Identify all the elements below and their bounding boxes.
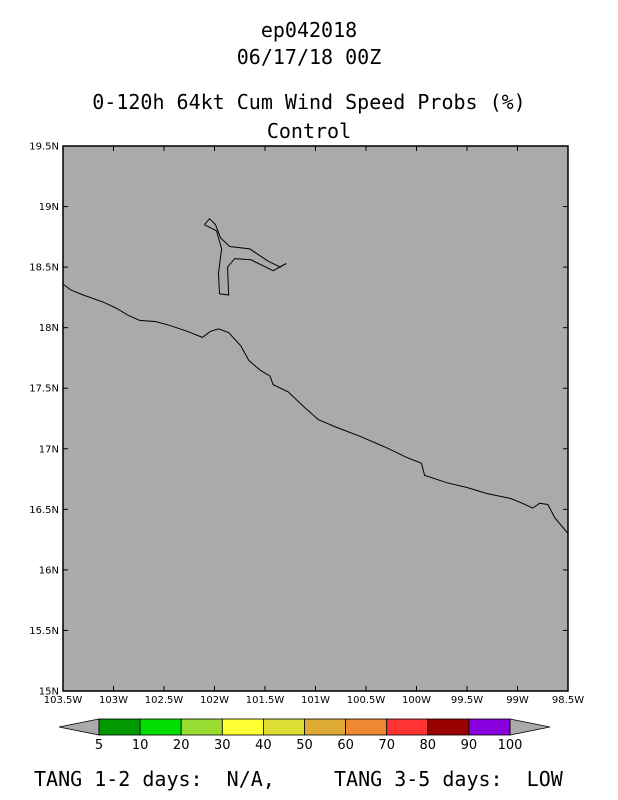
lat-tick-label: 19N [39,202,59,213]
colorbar-swatch [139,718,182,736]
colorbar-level-label: 70 [378,738,395,753]
colorbar-level-label: 60 [337,738,354,753]
lon-tick-label: 102.5W [145,695,184,706]
colorbar-level-label: 50 [296,738,313,753]
tang-3-5-value: LOW [526,767,563,791]
probability-map: 15N 15.5N 16N 16.5N 17N 17.5N 18N 18.5N 19N 19.5N… [29,142,584,754]
colorbar-swatch [98,718,141,736]
lon-tick-label: 101.5W [246,695,285,706]
lon-tick-label: 103W [99,695,128,706]
lon-tick-label: 102W [200,695,229,706]
tang-3-5-label: TANG 3-5 days: [334,767,503,791]
colorbar-level-label: 10 [132,738,149,753]
lon-tick-label: 101W [301,695,330,706]
colorbar-level-label: 5 [95,738,103,753]
storm-id-title: ep042018 [260,18,358,42]
colorbar-swatch [221,718,264,736]
lat-tick-label: 17N [39,444,59,455]
lat-tick-label: 19.5N [29,142,59,153]
map-plot-area [62,145,569,692]
lon-tick-label: 99.5W [451,695,483,706]
colorbar-swatch [262,718,305,736]
colorbar-level-label: 20 [173,738,190,753]
lon-tick-label: 98.5W [552,695,584,706]
colorbar-swatch [304,718,346,736]
product-title: 0-120h 64kt Cum Wind Speed Probs (%) [92,90,526,114]
colorbar-swatch [468,718,511,736]
lat-tick-label: 15N [39,687,59,698]
lat-tick-label: 15.5N [29,626,59,637]
coastline [62,283,569,534]
lon-tick-label: 100W [402,695,431,706]
tang-3-5-days: TANG 3-5 days: LOW [334,766,563,792]
latitude-axis: 15N 15.5N 16N 16.5N 17N 17.5N 18N 18.5N 19N 19.5N [29,142,568,698]
run-title: Control [266,119,352,143]
colorbar: 5 10 20 30 40 50 60 70 80 90 100 [58,718,551,753]
colorbar-over-arrow [509,718,551,736]
lake-outline [204,217,287,296]
lon-tick-label: 100.5W [347,695,386,706]
colorbar-swatch [345,718,388,736]
lat-tick-label: 16.5N [29,505,59,516]
colorbar-level-label: 80 [420,738,437,753]
lat-tick-label: 18N [39,323,59,334]
lon-tick-label: 103.5W [44,695,83,706]
colorbar-swatch [180,718,223,736]
colorbar-level-label: 90 [461,738,478,753]
colorbar-level-label: 100 [498,738,523,753]
tang-1-2-days: TANG 1-2 days: N/A, [34,766,275,792]
tang-1-2-value: N/A, [226,767,275,791]
colorbar-under-arrow [58,718,100,736]
longitude-axis: 103.5W 103W 102.5W 102W 101.5W 101W 100.5W 100W… [44,146,584,706]
colorbar-swatch [386,718,429,736]
lat-tick-label: 18.5N [29,263,59,274]
colorbar-level-label: 30 [214,738,231,753]
lat-tick-label: 16N [39,565,59,576]
lat-tick-label: 17.5N [29,384,59,395]
tang-1-2-label: TANG 1-2 days: [34,767,203,791]
datetime-title: 06/17/18 00Z [236,45,382,69]
colorbar-level-label: 40 [255,738,272,753]
colorbar-swatch [427,718,470,736]
lon-tick-label: 99W [506,695,529,706]
